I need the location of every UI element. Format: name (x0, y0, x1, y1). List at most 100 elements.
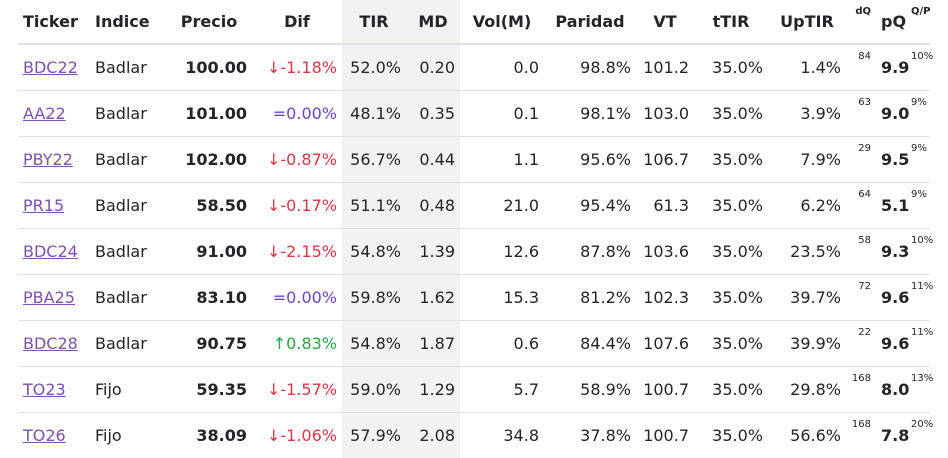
cell-indice: Badlar (90, 91, 166, 137)
cell-tir: 48.1% (342, 91, 406, 137)
col-uptir[interactable]: UpTIR (768, 0, 846, 44)
col-precio[interactable]: Precio (166, 0, 252, 44)
cell-tir: 52.0% (342, 44, 406, 91)
col-ttir[interactable]: tTIR (694, 0, 768, 44)
cell-ttir: 35.0% (694, 413, 768, 458)
cell-md: 1.29 (406, 367, 460, 413)
cell-precio: 91.00 (166, 229, 252, 275)
cell-paridad: 98.8% (544, 44, 636, 91)
cell-tir: 54.8% (342, 321, 406, 367)
cell-precio: 38.09 (166, 413, 252, 458)
cell-dif: =0.00% (252, 91, 342, 137)
cell-ticker: PBA25 (18, 275, 90, 321)
cell-pq: 5.1 (876, 183, 906, 229)
col-vt[interactable]: VT (636, 0, 694, 44)
cell-dq: 168 (846, 413, 876, 458)
cell-paridad: 81.2% (544, 275, 636, 321)
cell-precio: 100.00 (166, 44, 252, 91)
cell-qp: 11% (906, 321, 930, 367)
col-pq[interactable]: pQ (876, 0, 906, 44)
cell-dif: ↓-1.06% (252, 413, 342, 458)
cell-ttir: 35.0% (694, 44, 768, 91)
cell-ttir: 35.0% (694, 229, 768, 275)
cell-vol: 0.6 (460, 321, 544, 367)
cell-qp: 20% (906, 413, 930, 458)
ticker-link[interactable]: BDC28 (23, 334, 78, 353)
ticker-link[interactable]: PR15 (23, 196, 64, 215)
cell-precio: 101.00 (166, 91, 252, 137)
cell-vol: 21.0 (460, 183, 544, 229)
cell-paridad: 84.4% (544, 321, 636, 367)
cell-uptir: 3.9% (768, 91, 846, 137)
cell-tir: 51.1% (342, 183, 406, 229)
ticker-link[interactable]: TO23 (23, 380, 66, 399)
cell-qp: 13% (906, 367, 930, 413)
cell-indice: Badlar (90, 229, 166, 275)
ticker-link[interactable]: AA22 (23, 104, 66, 123)
ticker-link[interactable]: TO26 (23, 426, 66, 445)
col-vol[interactable]: Vol(M) (460, 0, 544, 44)
col-tir[interactable]: TIR (342, 0, 406, 44)
ticker-link[interactable]: PBY22 (23, 150, 73, 169)
col-dq[interactable]: dQ (846, 0, 876, 44)
cell-paridad: 37.8% (544, 413, 636, 458)
cell-precio: 102.00 (166, 137, 252, 183)
cell-indice: Badlar (90, 275, 166, 321)
cell-dq: 22 (846, 321, 876, 367)
cell-ticker: PR15 (18, 183, 90, 229)
cell-uptir: 23.5% (768, 229, 846, 275)
header-row: Ticker Indice Precio Dif TIR MD Vol(M) P… (18, 0, 930, 44)
cell-pq: 7.8 (876, 413, 906, 458)
cell-dif: ↓-1.18% (252, 44, 342, 91)
cell-dq: 64 (846, 183, 876, 229)
cell-vt: 103.6 (636, 229, 694, 275)
cell-vol: 0.0 (460, 44, 544, 91)
col-md[interactable]: MD (406, 0, 460, 44)
cell-pq: 9.6 (876, 275, 906, 321)
cell-qp: 9% (906, 91, 930, 137)
col-ticker[interactable]: Ticker (18, 0, 90, 44)
cell-md: 0.20 (406, 44, 460, 91)
cell-uptir: 1.4% (768, 44, 846, 91)
cell-md: 1.87 (406, 321, 460, 367)
cell-uptir: 39.7% (768, 275, 846, 321)
cell-paridad: 87.8% (544, 229, 636, 275)
col-qp[interactable]: Q/P (906, 0, 930, 44)
ticker-link[interactable]: PBA25 (23, 288, 75, 307)
cell-qp: 11% (906, 275, 930, 321)
cell-indice: Fijo (90, 413, 166, 458)
cell-tir: 54.8% (342, 229, 406, 275)
col-indice[interactable]: Indice (90, 0, 166, 44)
cell-ttir: 35.0% (694, 275, 768, 321)
cell-pq: 8.0 (876, 367, 906, 413)
cell-vt: 100.7 (636, 367, 694, 413)
cell-tir: 59.0% (342, 367, 406, 413)
cell-indice: Badlar (90, 137, 166, 183)
cell-ticker: BDC28 (18, 321, 90, 367)
cell-pq: 9.9 (876, 44, 906, 91)
cell-precio: 83.10 (166, 275, 252, 321)
cell-precio: 59.35 (166, 367, 252, 413)
cell-dif: ↓-0.87% (252, 137, 342, 183)
cell-indice: Badlar (90, 321, 166, 367)
ticker-link[interactable]: BDC24 (23, 242, 78, 261)
col-paridad[interactable]: Paridad (544, 0, 636, 44)
ticker-link[interactable]: BDC22 (23, 58, 78, 77)
cell-vol: 12.6 (460, 229, 544, 275)
cell-ttir: 35.0% (694, 367, 768, 413)
cell-vt: 102.3 (636, 275, 694, 321)
bonds-table: Ticker Indice Precio Dif TIR MD Vol(M) P… (18, 0, 930, 458)
cell-pq: 9.5 (876, 137, 906, 183)
cell-vol: 5.7 (460, 367, 544, 413)
cell-ttir: 35.0% (694, 91, 768, 137)
col-dif[interactable]: Dif (252, 0, 342, 44)
cell-uptir: 39.9% (768, 321, 846, 367)
cell-ticker: TO26 (18, 413, 90, 458)
cell-precio: 90.75 (166, 321, 252, 367)
